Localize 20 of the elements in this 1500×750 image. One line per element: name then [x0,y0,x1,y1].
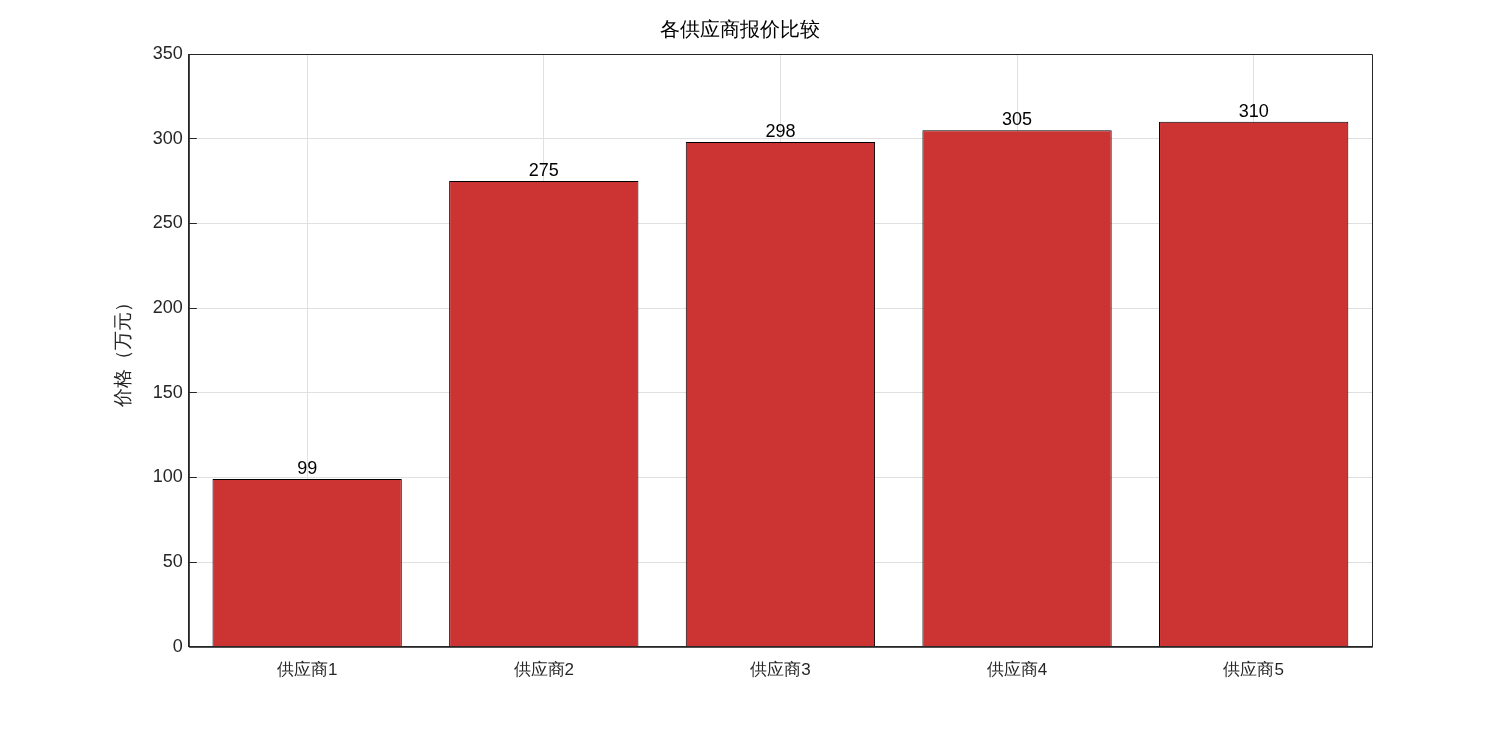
data-label: 298 [765,121,796,142]
data-label: 305 [1002,109,1033,130]
y-tick-label: 300 [152,127,183,148]
y-tick-label: 100 [152,466,183,487]
data-label: 310 [1238,100,1269,121]
data-label: 275 [528,160,559,180]
y-tick-label: 0 [172,635,183,656]
data-label: 99 [297,458,318,479]
y-tick-label: 200 [152,297,183,318]
x-tick-label: 供应商2 [513,660,575,680]
y-tick-label: 150 [152,381,183,402]
chart-title: 各供应商报价比较 [660,17,820,40]
x-tick-label: 供应商4 [986,660,1048,680]
y-tick-label: 50 [162,551,183,572]
x-tick-label: 供应商1 [276,660,338,680]
y-tick-label: 250 [152,212,183,233]
x-tick-label: 供应商3 [750,660,811,680]
x-tick-label: 供应商5 [1223,660,1284,680]
y-tick-label: 350 [152,42,183,63]
y-axis-title: 价格（万元） [111,293,133,409]
